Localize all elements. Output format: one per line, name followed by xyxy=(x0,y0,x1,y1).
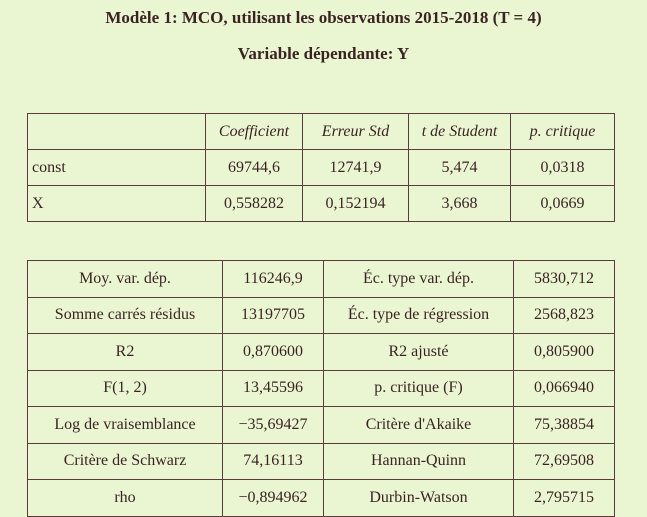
header-cell: p. critique xyxy=(510,113,615,150)
title: Modèle 1: MCO, utilisant les observation… xyxy=(105,8,542,27)
table-row: F(1, 2) 13,45596 p. critique (F) 0,066940 xyxy=(27,369,615,407)
coefficient-table: Coefficient Erreur Std t de Student p. c… xyxy=(27,113,615,222)
table-row: Critère de Schwarz 74,16113 Hannan-Quinn 72… xyxy=(27,442,615,480)
table-cell: 13,45596 xyxy=(222,369,324,407)
table-cell: 5,474 xyxy=(408,149,511,186)
table-row: rho −0,894962 Durbin-Watson 2,795715 xyxy=(27,479,615,517)
table-cell: 12741,9 xyxy=(302,149,409,186)
table-cell: Hannan-Quinn xyxy=(323,442,514,480)
table-cell: 69744,6 xyxy=(205,149,303,186)
header-cell xyxy=(27,113,206,150)
table-cell: const xyxy=(27,149,206,186)
table-cell: Critère de Schwarz xyxy=(27,442,223,480)
table-cell: 0,558282 xyxy=(205,185,303,222)
table-cell: Éc. type de régression xyxy=(323,296,514,334)
table-cell: R2 xyxy=(27,333,223,371)
table-cell: 75,38854 xyxy=(513,406,615,444)
header-cell: Coefficient xyxy=(205,113,303,150)
table-cell: p. critique (F) xyxy=(323,369,514,407)
table-row: Somme carrés résidus 13197705 Éc. type de … xyxy=(27,296,615,334)
table-cell: Éc. type var. dép. xyxy=(323,260,514,298)
table-cell: 0,152194 xyxy=(302,185,409,222)
table-cell: 13197705 xyxy=(222,296,324,334)
header-cell: Erreur Std xyxy=(302,113,409,150)
table-cell: 116246,9 xyxy=(222,260,324,298)
table-cell: 72,69508 xyxy=(513,442,615,480)
subtitle: Variable dépendante: Y xyxy=(237,44,410,63)
header-row: Coefficient Erreur Std t de Student p. c… xyxy=(27,113,615,150)
table-cell: 0,870600 xyxy=(222,333,324,371)
table-cell: rho xyxy=(27,479,223,517)
table-cell: 0,066940 xyxy=(513,369,615,407)
table-cell: 0,805900 xyxy=(513,333,615,371)
table-cell: X xyxy=(27,185,206,222)
table-cell: R2 ajusté xyxy=(323,333,514,371)
table-cell: Critère d'Akaike xyxy=(323,406,514,444)
table-cell: 2,795715 xyxy=(513,479,615,517)
table-cell: 2568,823 xyxy=(513,296,615,334)
table-row: R2 0,870600 R2 ajusté 0,805900 xyxy=(27,333,615,371)
table-row: const 69744,6 12741,9 5,474 0,0318 xyxy=(27,149,615,186)
table-cell: Log de vraisemblance xyxy=(27,406,223,444)
table-cell: 0,0318 xyxy=(510,149,615,186)
table-cell: 74,16113 xyxy=(222,442,324,480)
table-cell: Moy. var. dép. xyxy=(27,260,223,298)
table-cell: Somme carrés résidus xyxy=(27,296,223,334)
statistics-table: Moy. var. dép. 116246,9 Éc. type var. dép.… xyxy=(27,260,615,517)
table-cell: Durbin-Watson xyxy=(323,479,514,517)
table-row: Moy. var. dép. 116246,9 Éc. type var. dép.… xyxy=(27,260,615,298)
table-row: X 0,558282 0,152194 3,668 0,0669 xyxy=(27,185,615,222)
table-cell: −35,69427 xyxy=(222,406,324,444)
header-cell: t de Student xyxy=(408,113,511,150)
table-cell: 5830,712 xyxy=(513,260,615,298)
table-cell: F(1, 2) xyxy=(27,369,223,407)
table-cell: 3,668 xyxy=(408,185,511,222)
table-cell: 0,0669 xyxy=(510,185,615,222)
table-cell: −0,894962 xyxy=(222,479,324,517)
table-row: Log de vraisemblance −35,69427 Critère d'A… xyxy=(27,406,615,444)
